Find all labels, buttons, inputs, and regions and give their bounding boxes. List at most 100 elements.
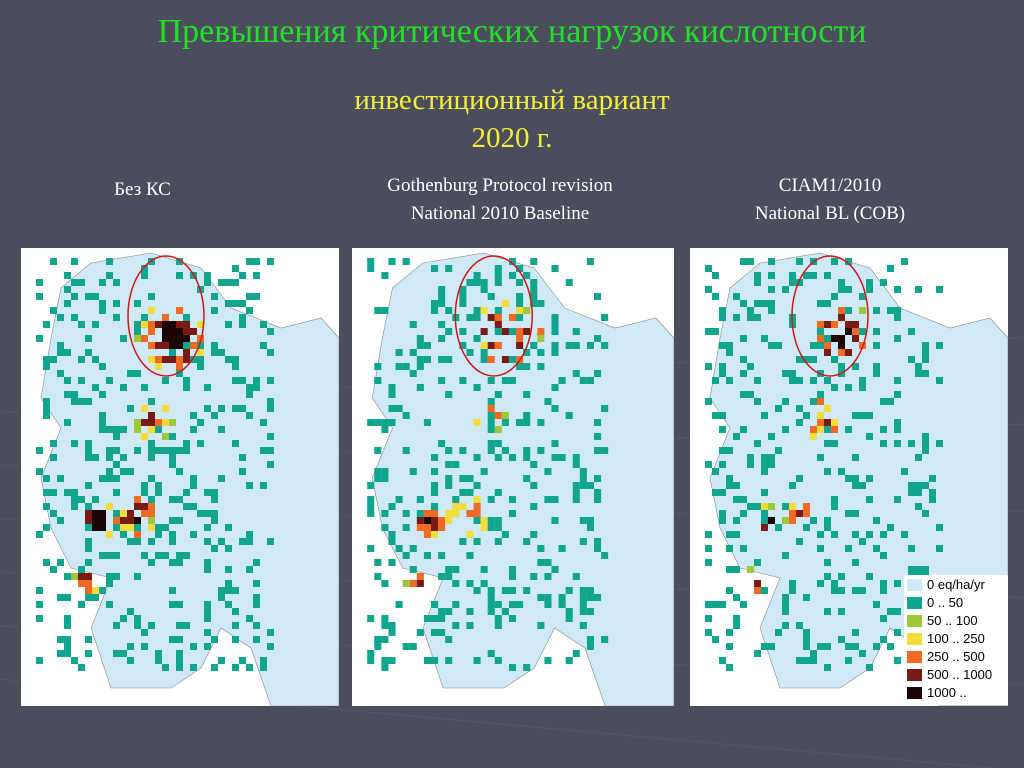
grid-cell xyxy=(381,307,389,314)
grid-cell xyxy=(445,328,453,335)
grid-cell xyxy=(176,356,183,363)
grid-cell xyxy=(880,615,887,622)
grid-cell xyxy=(85,398,92,405)
grid-cell xyxy=(452,503,460,510)
grid-cell xyxy=(113,622,120,629)
grid-cell xyxy=(99,426,106,433)
grid-cell xyxy=(204,538,211,545)
grid-cell xyxy=(487,426,495,433)
grid-cell xyxy=(601,636,609,643)
grid-cell xyxy=(43,363,50,370)
grid-cell xyxy=(423,615,431,622)
grid-cell xyxy=(838,587,845,594)
grid-cell xyxy=(852,531,859,538)
grid-cell xyxy=(803,272,810,279)
grid-cell xyxy=(523,587,531,594)
grid-cell xyxy=(225,566,232,573)
grid-cell xyxy=(416,629,424,636)
grid-cell xyxy=(438,440,446,447)
grid-cell xyxy=(57,559,64,566)
grid-cell xyxy=(141,510,148,517)
grid-cell xyxy=(232,664,239,671)
grid-cell xyxy=(594,489,602,496)
grid-cell xyxy=(253,622,260,629)
grid-cell xyxy=(423,531,431,538)
grid-cell xyxy=(176,517,183,524)
grid-cell xyxy=(409,370,417,377)
grid-cell xyxy=(473,657,481,664)
grid-cell xyxy=(579,608,587,615)
grid-cell xyxy=(438,335,446,342)
grid-cell xyxy=(430,265,439,272)
grid-cell xyxy=(388,419,396,426)
grid-cell xyxy=(852,643,859,650)
grid-cell xyxy=(768,300,775,307)
grid-cell xyxy=(508,454,517,461)
grid-cell xyxy=(155,321,162,328)
grid-cell xyxy=(141,419,148,426)
grid-cell xyxy=(162,356,169,363)
grid-cell xyxy=(452,461,460,468)
grid-cell xyxy=(64,643,71,650)
map-legend: 0 eq/ha/yr 0 .. 50 50 .. 100 100 .. 250 … xyxy=(904,575,1008,705)
grid-cell xyxy=(761,517,768,524)
grid-cell xyxy=(516,363,524,370)
grid-cell xyxy=(36,279,43,286)
grid-cell xyxy=(381,657,389,664)
grid-cell xyxy=(430,615,439,622)
grid-cell xyxy=(824,440,831,447)
grid-cell xyxy=(71,573,78,580)
grid-cell xyxy=(852,482,859,489)
grid-cell xyxy=(796,622,803,629)
grid-cell xyxy=(176,328,183,335)
grid-cell xyxy=(190,342,197,349)
grid-cell xyxy=(754,377,761,384)
grid-cell xyxy=(197,342,204,349)
grid-cell xyxy=(516,328,524,335)
grid-cell xyxy=(494,454,502,461)
grid-cell xyxy=(796,538,803,545)
grid-cell xyxy=(740,335,747,342)
grid-cell xyxy=(537,335,545,342)
grid-cell xyxy=(466,622,474,629)
grid-cell xyxy=(438,356,446,363)
grid-cell xyxy=(516,314,524,321)
grid-cell xyxy=(845,510,852,517)
grid-cell xyxy=(601,342,609,349)
grid-cell xyxy=(190,482,197,489)
grid-cell xyxy=(782,503,789,510)
grid-cell xyxy=(523,412,531,419)
grid-cell xyxy=(71,489,78,496)
grid-cell xyxy=(551,349,559,356)
grid-cell xyxy=(754,272,761,279)
grid-cell xyxy=(796,475,803,482)
grid-cell xyxy=(859,293,866,300)
grid-cell xyxy=(733,622,740,629)
grid-cell xyxy=(374,419,382,426)
grid-cell xyxy=(523,664,531,671)
grid-cell xyxy=(537,300,545,307)
grid-cell xyxy=(423,342,431,349)
grid-cell xyxy=(218,475,225,482)
grid-cell xyxy=(537,559,545,566)
legend-swatch xyxy=(907,579,922,591)
grid-cell xyxy=(367,258,375,265)
grid-cell xyxy=(430,601,439,608)
grid-cell xyxy=(473,384,481,391)
grid-cell xyxy=(768,286,775,293)
grid-cell xyxy=(50,510,57,517)
grid-cell xyxy=(508,356,517,363)
grid-cell xyxy=(824,643,831,650)
grid-cell xyxy=(712,377,719,384)
grid-cell xyxy=(36,587,43,594)
grid-cell xyxy=(99,517,106,524)
grid-cell xyxy=(719,426,726,433)
grid-cell xyxy=(120,650,127,657)
grid-cell xyxy=(565,342,573,349)
grid-cell xyxy=(810,356,817,363)
grid-cell xyxy=(501,531,509,538)
grid-cell xyxy=(579,377,587,384)
grid-cell xyxy=(409,349,417,356)
grid-cell xyxy=(494,601,502,608)
grid-cell xyxy=(148,419,155,426)
